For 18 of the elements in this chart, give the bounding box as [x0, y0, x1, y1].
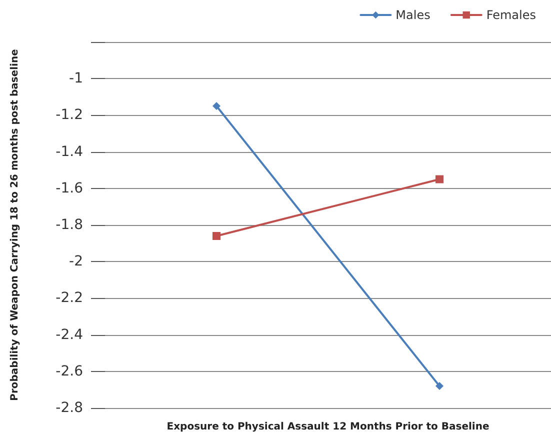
y-tick-label: -2	[69, 254, 83, 270]
y-tick-label: -1.8	[56, 217, 83, 233]
legend-label: Females	[486, 8, 536, 22]
y-tick-label: -2.6	[56, 363, 84, 380]
y-tick-label: -1.4	[56, 144, 84, 160]
y-tick-label: -2.8	[56, 400, 83, 416]
point	[436, 175, 444, 184]
y-tick-label: -2.2	[56, 290, 83, 306]
x-axis-title: Exposure to Physical Assault 12 Months Prior to Baseline	[166, 422, 490, 432]
point	[436, 382, 444, 390]
legend-label: Males	[396, 8, 430, 22]
y-tick-label: -1.2	[56, 107, 83, 124]
point	[212, 232, 220, 240]
y-tick-label: -2.4	[56, 326, 84, 343]
point	[212, 102, 220, 110]
y-tick-label: -1	[69, 70, 83, 87]
y-axis-title: Probability of Weapon Carrying 18 to 26 months post baseline	[10, 48, 20, 401]
y-tick-label: -1.6	[56, 180, 84, 196]
